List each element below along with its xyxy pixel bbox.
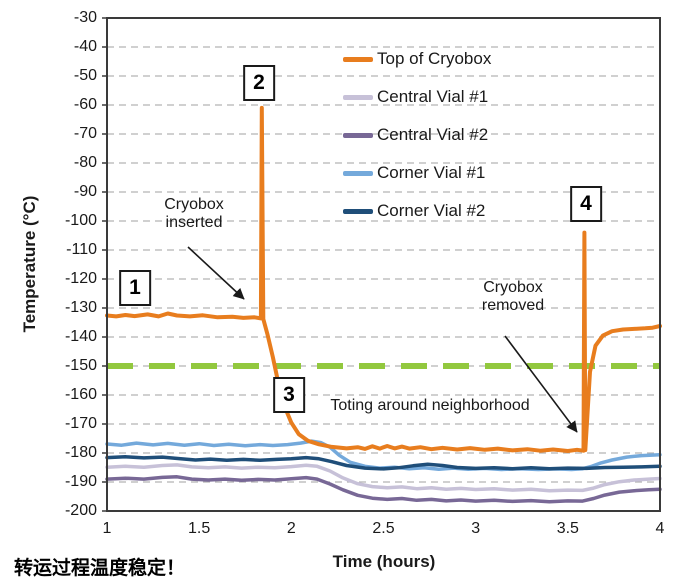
line-swatch-icon xyxy=(343,170,373,176)
y-tick-label: -140 xyxy=(64,328,97,345)
y-tick-label: -200 xyxy=(64,502,97,519)
y-tick-label: -130 xyxy=(64,299,97,316)
x-tick-label: 1.5 xyxy=(188,520,211,537)
legend-label: Central Vial #2 xyxy=(377,125,489,144)
y-tick-label: -110 xyxy=(66,241,97,258)
x-tick-label: 2.5 xyxy=(372,520,395,537)
y-tick-label: -160 xyxy=(64,386,97,403)
x-tick-label: 3 xyxy=(471,520,481,537)
legend-label: Corner Vial #2 xyxy=(377,201,486,220)
annotation-cryobox-inserted: Cryobox inserted xyxy=(164,196,224,232)
y-tick-label: -40 xyxy=(73,38,97,55)
line-swatch-icon xyxy=(343,208,373,214)
legend-label: Top of Cryobox xyxy=(377,49,492,68)
line-swatch-icon xyxy=(343,56,373,62)
x-tick-label: 2 xyxy=(286,520,296,537)
annotation-marker-4: 4 xyxy=(570,186,602,222)
y-tick-label: -30 xyxy=(73,9,97,26)
x-tick-label: 4 xyxy=(655,520,665,537)
series-line-top-of-cryobox xyxy=(105,105,662,453)
legend-label: Central Vial #1 xyxy=(377,87,489,106)
annotation-marker-3: 3 xyxy=(273,377,305,413)
y-tick-label: -180 xyxy=(64,444,97,461)
annotation-text-line: Cryobox xyxy=(483,279,543,296)
caption-chinese-text: 转运过程温度稳定！ xyxy=(14,558,186,579)
series-line-central-vial-1 xyxy=(105,463,662,493)
legend-item-corner-vial-1: Corner Vial #1 xyxy=(343,154,491,192)
annotation-arrow-1 xyxy=(187,246,245,300)
y-tick-label: -80 xyxy=(73,154,97,171)
line-swatch-icon xyxy=(343,94,373,100)
legend: Top of Cryobox Central Vial #1 Central V… xyxy=(343,40,491,230)
annotation-toting-around-neighborhood: Toting around neighborhood xyxy=(330,397,530,414)
annotation-marker-1: 1 xyxy=(119,270,151,306)
legend-item-corner-vial-2: Corner Vial #2 xyxy=(343,192,491,230)
x-axis-title: Time (hours) xyxy=(332,552,436,571)
legend-item-central-vial-2: Central Vial #2 xyxy=(343,116,491,154)
line-swatch-icon xyxy=(343,132,373,138)
plot-border xyxy=(106,17,661,512)
y-tick-label: -60 xyxy=(73,96,97,113)
annotation-text-line: inserted xyxy=(165,214,223,231)
annotation-arrow-2 xyxy=(504,335,578,433)
annotation-marker-2: 2 xyxy=(243,65,275,101)
annotation-text-line: removed xyxy=(481,297,545,314)
series-line-corner-vial-2 xyxy=(105,455,662,471)
y-tick-label: -50 xyxy=(73,67,97,84)
y-tick-label: -90 xyxy=(73,183,97,200)
y-tick-label: -100 xyxy=(64,212,97,229)
series-line-central-vial-2 xyxy=(105,475,662,504)
y-tick-label: -150 xyxy=(64,357,97,374)
legend-item-central-vial-1: Central Vial #1 xyxy=(343,78,491,116)
x-tick-label: 3.5 xyxy=(556,520,579,537)
legend-item-top-of-cryobox: Top of Cryobox xyxy=(343,40,491,78)
y-tick-label: -120 xyxy=(64,270,97,287)
x-tick-label: 1 xyxy=(102,520,112,537)
y-tick-label: -190 xyxy=(64,473,97,490)
legend-label: Corner Vial #1 xyxy=(377,163,486,182)
annotation-cryobox-removed: Cryobox removed xyxy=(482,279,544,315)
y-tick-label: -170 xyxy=(64,415,97,432)
y-tick-label: -70 xyxy=(73,125,97,142)
annotation-text-line: Cryobox xyxy=(164,196,224,213)
